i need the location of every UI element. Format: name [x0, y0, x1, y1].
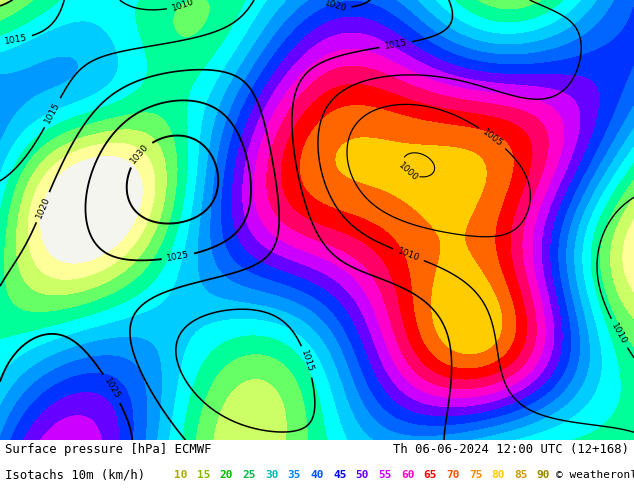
Text: Th 06-06-2024 12:00 UTC (12+168): Th 06-06-2024 12:00 UTC (12+168): [393, 443, 629, 456]
Text: 1025: 1025: [102, 376, 122, 401]
Text: 1010: 1010: [396, 246, 421, 263]
Text: 60: 60: [401, 470, 415, 480]
Text: 10: 10: [174, 470, 188, 480]
Text: 1015: 1015: [4, 33, 28, 46]
Text: 20: 20: [220, 470, 233, 480]
Text: 70: 70: [446, 470, 460, 480]
Text: Isotachs 10m (km/h): Isotachs 10m (km/h): [5, 468, 145, 482]
Text: 1010: 1010: [609, 321, 629, 345]
Text: 1025: 1025: [166, 250, 190, 263]
Text: 90: 90: [537, 470, 550, 480]
Text: 1010: 1010: [171, 0, 195, 13]
Text: Surface pressure [hPa] ECMWF: Surface pressure [hPa] ECMWF: [5, 443, 212, 456]
Text: 35: 35: [288, 470, 301, 480]
Text: 1020: 1020: [323, 0, 347, 14]
Text: 65: 65: [424, 470, 437, 480]
Text: 15: 15: [197, 470, 210, 480]
Text: 30: 30: [265, 470, 278, 480]
Text: 1020: 1020: [34, 195, 51, 220]
Text: 50: 50: [356, 470, 369, 480]
Text: 45: 45: [333, 470, 346, 480]
Text: © weatheronline.co.uk weatheronline.co.uk: © weatheronline.co.uk weatheronline.co.u…: [556, 470, 634, 480]
Text: 85: 85: [514, 470, 527, 480]
Text: 1005: 1005: [481, 127, 505, 148]
Text: 1015: 1015: [299, 349, 315, 374]
Text: 40: 40: [310, 470, 324, 480]
Text: 1030: 1030: [129, 142, 151, 165]
Text: 75: 75: [469, 470, 482, 480]
Text: 55: 55: [378, 470, 392, 480]
Text: 25: 25: [242, 470, 256, 480]
Text: 1000: 1000: [397, 161, 420, 183]
Text: 1015: 1015: [43, 100, 62, 125]
Text: 1015: 1015: [384, 38, 408, 51]
Text: 80: 80: [491, 470, 505, 480]
